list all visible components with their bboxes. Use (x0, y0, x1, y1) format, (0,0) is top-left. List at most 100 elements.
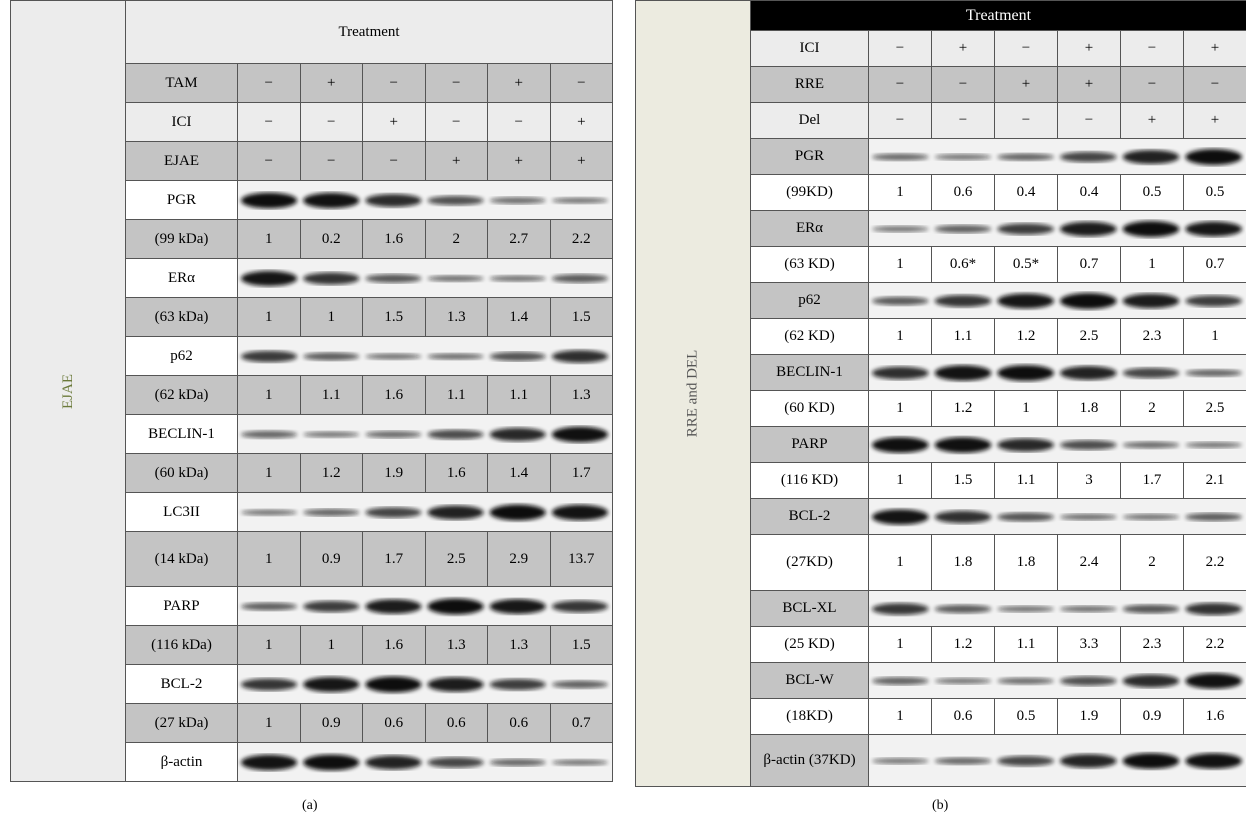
value-cell: + (299, 63, 363, 103)
blot-band (1060, 675, 1117, 686)
value-cell: 2.2 (1182, 534, 1246, 591)
row-label: PGR (125, 180, 238, 220)
row: p62 (636, 282, 1246, 319)
blot-band (1060, 365, 1117, 380)
row-label: (25 KD) (750, 626, 869, 663)
blot-band (1185, 672, 1242, 689)
value-cell: − (1182, 66, 1246, 103)
row: BECLIN-1 (636, 354, 1246, 391)
value-cell: − (994, 30, 1058, 67)
row-label: Del (750, 102, 869, 139)
row: ERα (11, 258, 614, 298)
blot-band (551, 196, 608, 204)
blot-band (1122, 293, 1180, 308)
row: TAM − + − − + − (11, 63, 614, 103)
blot-band (934, 294, 992, 307)
blot-band (934, 153, 992, 160)
blot-band (1185, 602, 1242, 615)
blot (872, 508, 1242, 525)
value-cell: 0.7 (1182, 246, 1246, 283)
value-cell: 1 (1120, 246, 1184, 283)
blot-band (551, 273, 608, 283)
row-label: (62 kDa) (125, 375, 238, 415)
value-cell: 1.4 (487, 453, 551, 493)
row: (60 KD) 1 1.2 1 1.8 2 2.5 (636, 390, 1246, 427)
value-cell: 2 (1120, 534, 1184, 591)
blot-band (427, 352, 484, 360)
blot-band (997, 511, 1054, 522)
row-label: ICI (750, 30, 869, 67)
blot-band (1185, 752, 1242, 769)
row: (25 KD) 1 1.2 1.1 3.3 2.3 2.2 (636, 626, 1246, 663)
blot-band (241, 602, 298, 610)
blot-band (241, 350, 298, 362)
blot-band (1060, 221, 1117, 236)
row: PGR (636, 138, 1246, 175)
blot-band (1185, 221, 1242, 236)
value-cell: + (424, 141, 488, 181)
blot-band (997, 677, 1054, 684)
blot-band (303, 351, 360, 361)
side-label: RRE and DEL (684, 349, 701, 438)
value-cell: 0.6 (362, 703, 426, 743)
blot-image (236, 336, 614, 376)
panel-b: RRE and DEL Treatment ICI − + − + − + RRE − − + + − − De… (635, 0, 1246, 787)
value-cell: 1.6 (362, 625, 426, 665)
blot-band (241, 677, 298, 691)
blot-band (551, 426, 608, 442)
blot-band (1122, 367, 1180, 378)
value-cell: − (868, 102, 932, 139)
row-label: BCL-XL (750, 590, 869, 627)
blot-band (1185, 368, 1242, 377)
value-cell: 0.5* (994, 246, 1058, 283)
blot-band (872, 508, 929, 525)
value-cell: 1.9 (362, 453, 426, 493)
value-cell: 1.5 (549, 297, 614, 337)
value-cell: 0.7 (549, 703, 614, 743)
blot-band (427, 676, 484, 692)
blot-band (1122, 673, 1180, 688)
row-label: (63 kDa) (125, 297, 238, 337)
value-cell: 0.9 (299, 531, 363, 587)
value-cell: 1.2 (994, 318, 1058, 355)
caption: (b) (932, 798, 949, 813)
value-cell: − (487, 102, 551, 142)
value-cell: − (237, 102, 301, 142)
row-label: (27 kDa) (125, 703, 238, 743)
blot (872, 292, 1242, 309)
value-cell: + (487, 141, 551, 181)
header-row: EJAE Treatment (10, 0, 614, 782)
blot-band (934, 604, 992, 613)
row-label: (62 KD) (750, 318, 869, 355)
row: β-actin (11, 742, 614, 782)
row-label: (99 kDa) (125, 219, 238, 259)
blot (241, 426, 608, 442)
row: (27KD) 1 1.8 1.8 2.4 2 2.2 (636, 534, 1246, 591)
value-cell: 1.1 (424, 375, 488, 415)
blot-band (1060, 753, 1117, 768)
caption: (a) (302, 798, 318, 813)
row: PGR (11, 180, 614, 220)
blot-image (867, 734, 1246, 787)
blot-band (1185, 441, 1242, 448)
row-label: (60 kDa) (125, 453, 238, 493)
value-cell: 1.3 (424, 625, 488, 665)
blot-band (365, 430, 422, 438)
blot-band (551, 599, 608, 613)
value-cell: − (299, 141, 363, 181)
row-label: ERα (750, 210, 869, 247)
blot (872, 672, 1242, 689)
blot-band (489, 274, 546, 282)
value-cell: 1.7 (549, 453, 614, 493)
blot (241, 754, 608, 770)
value-cell: 2.5 (1057, 318, 1121, 355)
blot-band (241, 430, 298, 438)
blot-band (303, 192, 360, 208)
value-cell: − (931, 102, 995, 139)
table-body: EJAE Treatment TAM − + − − + − ICI − − + − − + EJAE − − − + +… (10, 0, 614, 782)
side-label-cell: RRE and DEL (635, 0, 751, 787)
value-cell: 1.3 (549, 375, 614, 415)
blot-image (236, 742, 614, 782)
value-cell: 2.5 (424, 531, 488, 587)
blot-band (1060, 439, 1117, 450)
